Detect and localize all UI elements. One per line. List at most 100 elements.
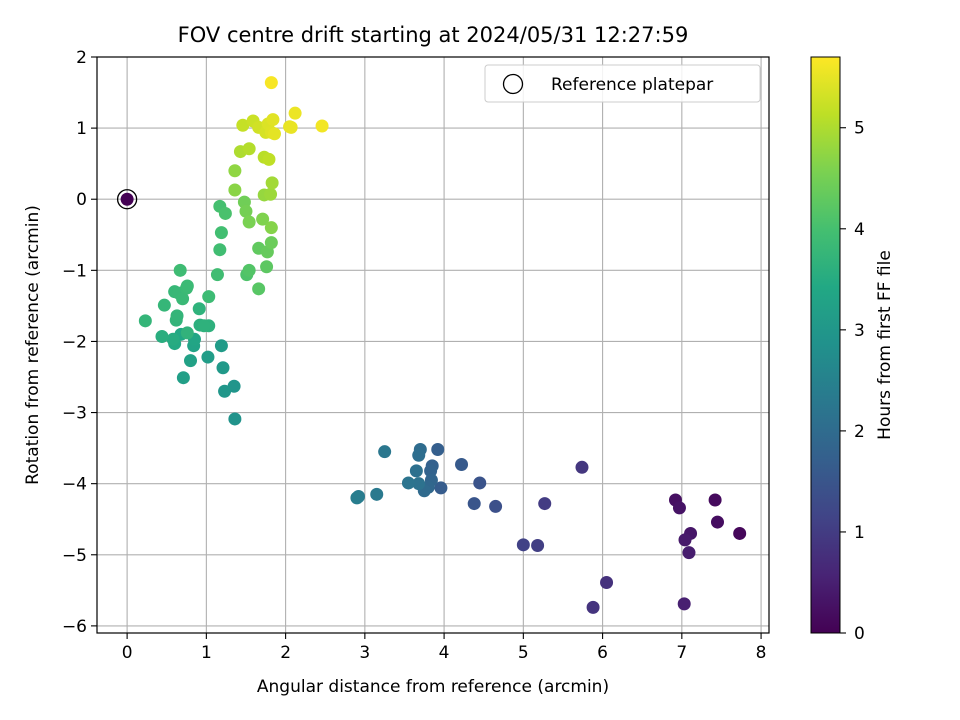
scatter-point [538, 497, 552, 511]
scatter-point [228, 183, 242, 197]
scatter-point [455, 457, 469, 471]
scatter-point [672, 501, 686, 515]
scatter-point [264, 76, 278, 90]
colorbar-tick-label: 5 [854, 119, 865, 139]
scatter-point [678, 533, 692, 547]
scatter-point [173, 263, 187, 277]
y-tick-label: −5 [62, 546, 87, 566]
scatter-point [350, 491, 364, 505]
scatter-point [157, 298, 171, 312]
y-tick-label: −4 [62, 475, 87, 495]
y-tick-label: −2 [62, 332, 87, 352]
y-tick-label: −1 [62, 261, 87, 281]
scatter-point [531, 539, 545, 553]
colorbar-gradient [810, 56, 841, 634]
scatter-point [431, 443, 445, 457]
scatter-point [201, 350, 215, 364]
scatter-point [213, 243, 227, 257]
colorbar-tick-label: 4 [854, 220, 865, 240]
scatter-point [682, 546, 696, 560]
scatter-point [262, 152, 276, 166]
x-axis-label: Angular distance from reference (arcmin) [257, 677, 609, 697]
scatter-point [265, 176, 279, 190]
scatter-point [214, 226, 228, 240]
colorbar-ticks: 0 1 2 3 4 5 [840, 119, 865, 644]
scatter-point [218, 206, 232, 220]
scatter-point [467, 497, 481, 511]
scatter-point [228, 412, 242, 426]
legend-marker [502, 73, 524, 95]
x-axis-ticks: 0 1 2 3 4 5 6 7 8 [122, 633, 767, 663]
colorbar: 0 1 2 3 4 5 Hours from first FF file [810, 56, 895, 644]
scatter-point [239, 204, 253, 218]
scatter-point [370, 487, 384, 501]
scatter-point [412, 448, 426, 462]
reference-ring [116, 189, 138, 210]
scatter-point [170, 309, 184, 323]
scatter-point [288, 106, 302, 120]
scatter-point [236, 118, 250, 132]
x-tick-label: 0 [122, 643, 133, 663]
scatter-point [180, 279, 194, 293]
y-axis-label: Rotation from reference (arcmin) [23, 205, 43, 485]
x-tick-label: 6 [597, 643, 608, 663]
reference-marker [116, 189, 138, 210]
x-tick-label: 7 [676, 643, 687, 663]
legend-box [484, 64, 761, 103]
scatter-point [260, 260, 274, 274]
scatter-point [192, 302, 206, 316]
scatter-point [252, 282, 266, 296]
scatter-point [210, 268, 224, 282]
x-tick-label: 4 [439, 643, 450, 663]
data-points [138, 76, 747, 614]
scatter-point [473, 476, 487, 490]
scatter-point [176, 371, 190, 385]
scatter-point [216, 361, 230, 375]
y-tick-label: 1 [76, 119, 87, 139]
scatter-point [434, 481, 448, 495]
scatter-point [284, 120, 298, 134]
scatter-point [575, 460, 589, 474]
scatter-point [409, 464, 423, 478]
scatter-point [242, 215, 256, 229]
colorbar-tick-label: 3 [854, 321, 865, 341]
chart-title: FOV centre drift starting at 2024/05/31 … [178, 23, 689, 47]
reference-point [120, 192, 134, 206]
legend: Reference platepar [484, 64, 761, 103]
scatter-point [264, 221, 278, 235]
scatter-point [228, 164, 242, 178]
colorbar-label: Hours from first FF file [875, 250, 895, 440]
scatter-point [315, 119, 329, 133]
colorbar-tick-label: 1 [854, 523, 865, 543]
colorbar-tick-label: 0 [854, 624, 865, 644]
x-tick-label: 1 [201, 643, 212, 663]
x-tick-label: 2 [280, 643, 291, 663]
scatter-point [166, 332, 180, 346]
scatter-point [176, 292, 190, 306]
scatter-point [264, 236, 278, 250]
scatter-point [600, 576, 614, 590]
scatter-point [266, 113, 280, 127]
scatter-point [489, 499, 503, 513]
scatter-point [264, 187, 278, 201]
scatter-point [412, 477, 426, 491]
x-tick-label: 5 [518, 643, 529, 663]
scatter-point [733, 526, 747, 540]
scatter-point [138, 314, 152, 328]
scatter-point [677, 597, 691, 611]
scatter-point [218, 384, 232, 398]
scatter-point [586, 600, 600, 614]
scatter-point [180, 326, 194, 340]
x-tick-label: 8 [756, 643, 767, 663]
y-tick-label: −6 [62, 617, 87, 637]
scatter-point [155, 329, 169, 343]
scatter-point [710, 515, 724, 529]
scatter-point [242, 142, 256, 156]
y-axis-ticks: −6 −5 −4 −3 −2 −1 0 1 2 [62, 48, 97, 637]
legend-label: Reference platepar [551, 75, 713, 95]
scatter-point [184, 354, 198, 368]
scatter-point [242, 263, 256, 277]
scatter-point [516, 538, 530, 552]
scatter-point [268, 127, 282, 141]
